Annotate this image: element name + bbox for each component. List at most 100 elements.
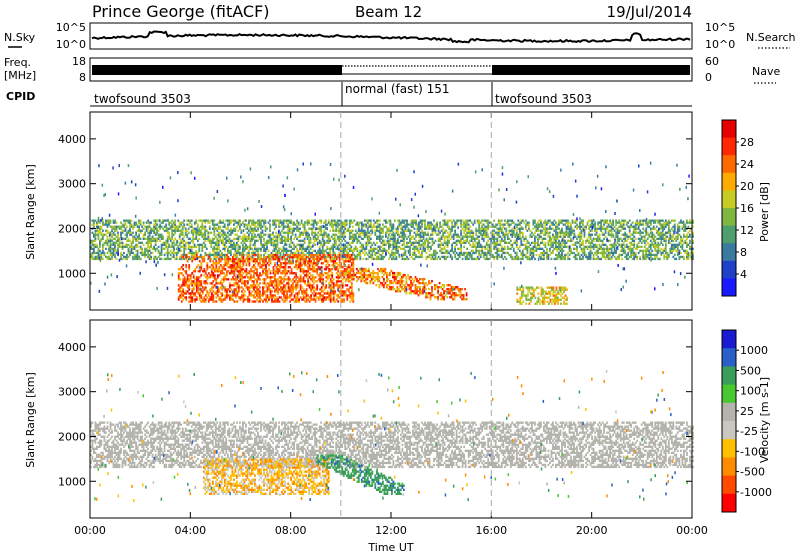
heatmap-cell (256, 236, 258, 238)
heatmap-cell (200, 266, 202, 268)
noise-tick-high-left: 10^5 (56, 21, 86, 34)
heatmap-cell (648, 226, 650, 228)
heatmap-cell (603, 250, 605, 252)
date-label: 19/Jul/2014 (607, 3, 692, 21)
heatmap-cell (231, 296, 233, 298)
heatmap-cell (304, 242, 306, 244)
heatmap-cell (244, 254, 246, 256)
heatmap-cell (179, 268, 181, 270)
heatmap-cell (104, 252, 106, 254)
heatmap-cell (379, 234, 381, 236)
heatmap-cell (575, 236, 577, 238)
heatmap-cell (158, 238, 160, 240)
heatmap-cell (450, 232, 452, 234)
heatmap-cell (382, 224, 384, 226)
heatmap-cell (591, 222, 593, 224)
heatmap-cell (228, 256, 230, 258)
heatmap-cell (188, 268, 190, 270)
heatmap-cell (600, 230, 602, 232)
heatmap-cell (394, 234, 396, 236)
heatmap-cell (525, 238, 527, 240)
heatmap-cell (576, 228, 578, 230)
heatmap-cell (451, 222, 453, 224)
heatmap-cell (320, 230, 322, 232)
heatmap-cell (584, 248, 586, 250)
heatmap-cell (227, 226, 229, 228)
heatmap-cell (173, 234, 175, 236)
heatmap-cell (182, 242, 184, 244)
heatmap-cell (688, 258, 690, 260)
heatmap-cell (307, 248, 309, 250)
heatmap-cell (168, 232, 170, 234)
heatmap-cell (206, 282, 208, 284)
heatmap-cell (114, 254, 116, 256)
heatmap-cell (182, 256, 184, 258)
heatmap-cell (162, 238, 164, 240)
heatmap-cell (627, 254, 629, 256)
heatmap-cell (178, 298, 180, 300)
heatmap-cell (189, 242, 191, 244)
heatmap-cell (347, 252, 349, 254)
heatmap-cell (552, 228, 554, 230)
heatmap-cell (405, 250, 407, 252)
heatmap-cell (222, 230, 224, 232)
heatmap-cell (343, 252, 345, 254)
heatmap-cell (277, 242, 279, 244)
heatmap-cell (466, 234, 468, 236)
heatmap-cell (110, 250, 112, 252)
heatmap-cell (162, 222, 164, 224)
heatmap-cell (596, 230, 598, 232)
heatmap-cell (548, 222, 550, 224)
heatmap-cell (495, 242, 497, 244)
heatmap-cell (158, 246, 160, 248)
heatmap-cell (487, 236, 489, 238)
heatmap-cell (161, 234, 163, 236)
noise-tick-high-right: 10^5 (705, 21, 735, 34)
heatmap-cell (340, 230, 342, 232)
heatmap-cell (528, 242, 530, 244)
heatmap-cell (206, 290, 208, 292)
heatmap-cell (215, 296, 217, 298)
heatmap-cell (545, 226, 547, 228)
heatmap-cell (182, 274, 184, 276)
heatmap-cell (511, 256, 513, 258)
heatmap-cell (367, 228, 369, 230)
heatmap-cell (188, 248, 190, 250)
heatmap-cell (433, 220, 435, 222)
heatmap-cell (542, 242, 544, 244)
heatmap-cell (164, 248, 166, 250)
heatmap-cell (688, 252, 690, 254)
heatmap-cell (495, 226, 497, 228)
heatmap-cell (397, 250, 399, 252)
heatmap-cell (409, 240, 411, 242)
heatmap-cell (93, 248, 95, 250)
heatmap-cell (224, 244, 226, 246)
heatmap-cell (397, 228, 399, 230)
heatmap-cell (435, 256, 437, 258)
heatmap-cell (206, 230, 208, 232)
heatmap-cell (669, 222, 671, 224)
heatmap-cell (117, 234, 119, 236)
heatmap-cell (223, 266, 225, 268)
heatmap-cell (382, 228, 384, 230)
heatmap-cell (161, 254, 163, 256)
heatmap-cell (626, 224, 628, 226)
heatmap-cell (137, 254, 139, 256)
heatmap-cell (182, 228, 184, 230)
heatmap-cell (456, 252, 458, 254)
heatmap-cell (536, 250, 538, 252)
heatmap-cell (188, 284, 190, 286)
heatmap-cell (310, 248, 312, 250)
heatmap-cell (659, 250, 661, 252)
heatmap-cell (263, 224, 265, 226)
heatmap-cell (266, 248, 268, 250)
heatmap-cell (191, 226, 193, 228)
heatmap-cell (182, 230, 184, 232)
heatmap-cell (641, 238, 643, 240)
heatmap-cell (442, 228, 444, 230)
heatmap-cell (287, 224, 289, 226)
heatmap-cell (355, 230, 357, 232)
heatmap-cell (173, 256, 175, 258)
heatmap-cell (576, 248, 578, 250)
heatmap-cell (481, 248, 483, 250)
